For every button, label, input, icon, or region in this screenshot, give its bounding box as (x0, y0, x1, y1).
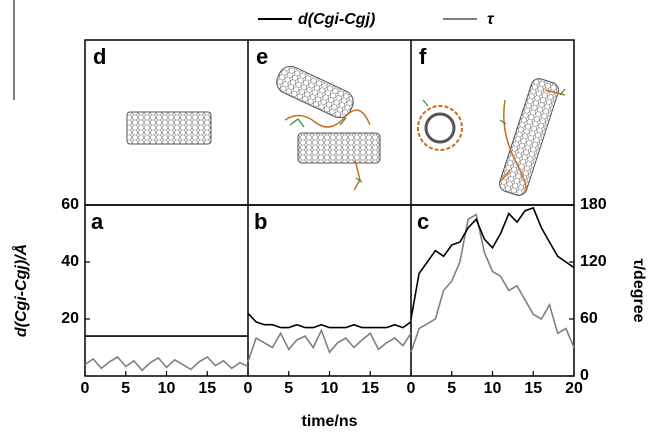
series-line (247, 328, 412, 363)
x-tick-label: 0 (244, 380, 253, 397)
panel-letter: d (93, 44, 106, 69)
y-tick-label: 20 (61, 310, 79, 327)
y-axis-label: d(Cgi-Cgj)/Å (11, 244, 30, 337)
y2-tick-label: 60 (580, 310, 598, 327)
y2-tick-label: 180 (580, 196, 607, 213)
series-line (84, 355, 249, 372)
nanotube-image (417, 78, 566, 196)
panel-letter: e (256, 44, 268, 69)
x-tick-label: 5 (284, 380, 293, 397)
nanotube-image (276, 65, 381, 191)
x-tick-label: 0 (81, 380, 90, 397)
x-tick-label: 5 (121, 380, 130, 397)
panel-letter: c (417, 209, 429, 234)
x-tick-label: 10 (484, 380, 502, 397)
series-line (410, 213, 575, 353)
series-line (247, 312, 412, 329)
x-tick-label: 20 (565, 380, 583, 397)
x-tick-label: 15 (361, 380, 379, 397)
x-axis-label: time/ns (301, 413, 357, 430)
x-tick-label: 0 (407, 380, 416, 397)
x-tick-label: 5 (447, 380, 456, 397)
y2-tick-label: 120 (580, 253, 607, 270)
legend-label: d(Cgi-Cgj) (298, 11, 375, 28)
y2-tick-label: 0 (580, 367, 589, 384)
panel-letter: f (419, 44, 427, 69)
x-tick-label: 15 (524, 380, 542, 397)
x-tick-label: 15 (198, 380, 216, 397)
legend-label: τ (487, 11, 495, 28)
nanotube-image (126, 111, 212, 145)
y2-axis-label: τ/degree (630, 258, 647, 322)
x-tick-label: 10 (158, 380, 176, 397)
panel-letter: a (91, 209, 104, 234)
series-line (410, 206, 575, 320)
y-tick-label: 60 (61, 196, 79, 213)
y-tick-label: 40 (61, 253, 79, 270)
panel-letter: b (254, 209, 267, 234)
x-tick-label: 10 (321, 380, 339, 397)
